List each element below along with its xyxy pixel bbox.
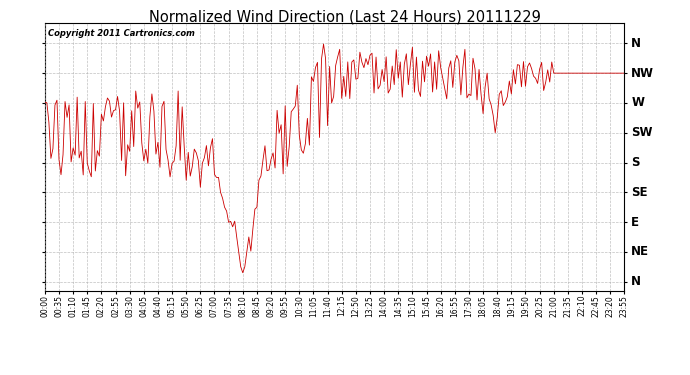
Text: N: N (631, 37, 641, 50)
Text: NE: NE (631, 245, 649, 258)
Text: W: W (631, 96, 644, 109)
Text: N: N (631, 275, 641, 288)
Text: NW: NW (631, 67, 654, 80)
Text: Normalized Wind Direction (Last 24 Hours) 20111229: Normalized Wind Direction (Last 24 Hours… (149, 9, 541, 24)
Text: SE: SE (631, 186, 648, 199)
Text: Copyright 2011 Cartronics.com: Copyright 2011 Cartronics.com (48, 29, 195, 38)
Text: SW: SW (631, 126, 653, 139)
Text: S: S (631, 156, 640, 169)
Text: E: E (631, 216, 640, 229)
